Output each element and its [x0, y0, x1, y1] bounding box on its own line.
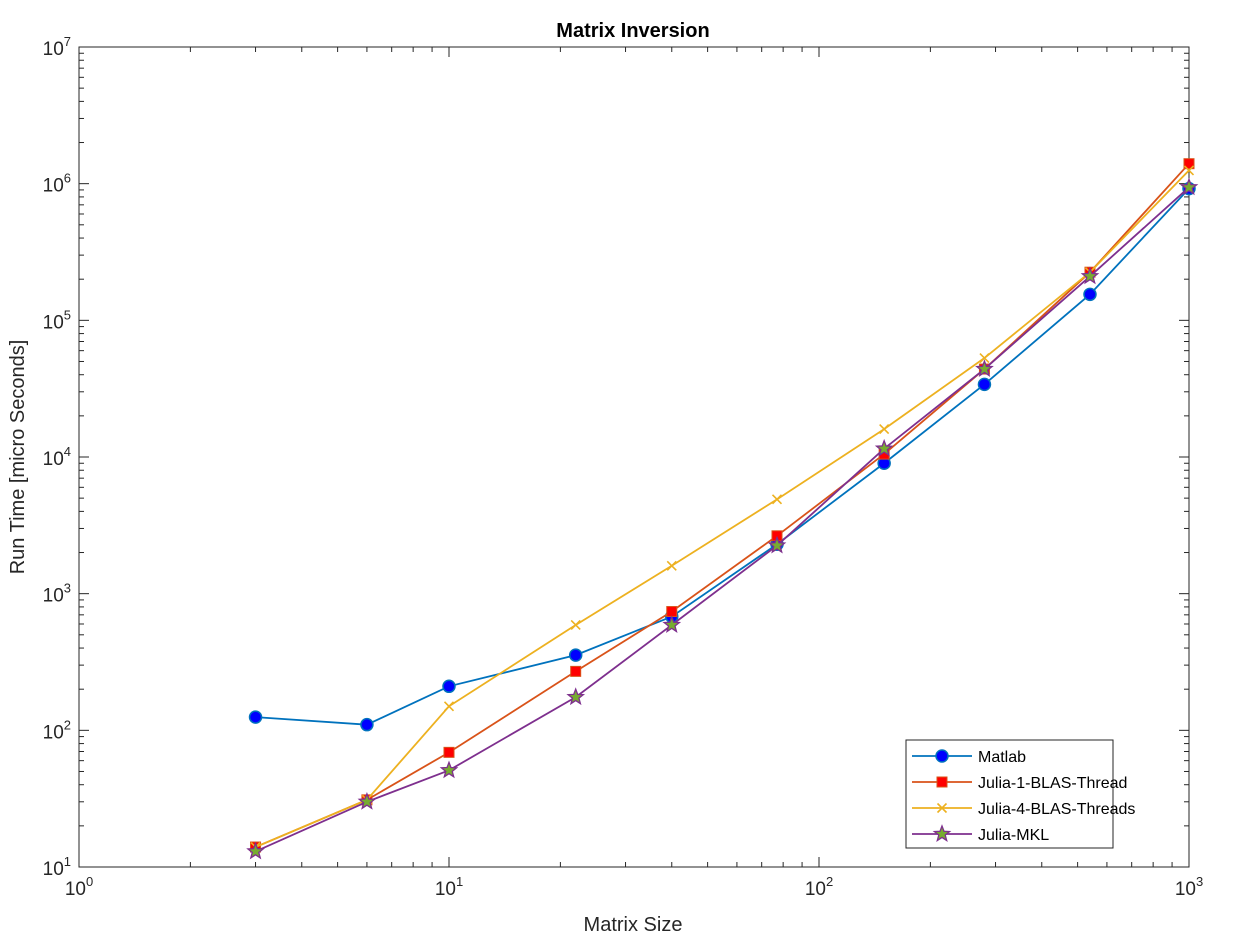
- data-point: [1183, 165, 1195, 176]
- data-point: [248, 710, 263, 724]
- data-point: [767, 535, 787, 554]
- data-point: [1179, 177, 1199, 196]
- data-point: [979, 352, 990, 364]
- data-point: [566, 687, 586, 706]
- legend-item: Matlab: [912, 749, 1026, 766]
- series-line: [255, 163, 1190, 848]
- data-point: [246, 841, 265, 860]
- legend-item: Julia-4-BLAS-Threads: [912, 801, 1135, 818]
- y-tick-label: 104: [43, 444, 71, 470]
- y-tick-label: 101: [43, 854, 71, 880]
- series-line: [255, 186, 1190, 853]
- data-point: [357, 791, 377, 810]
- data-point: [1083, 287, 1097, 302]
- data-point: [360, 717, 374, 732]
- data-point: [879, 424, 890, 435]
- data-point: [568, 648, 583, 662]
- chart-title: Matrix Inversion: [556, 20, 709, 42]
- series-2: [250, 165, 1195, 853]
- series-0: [248, 181, 1196, 732]
- data-point: [1183, 158, 1195, 170]
- series-line: [255, 169, 1190, 848]
- data-point: [439, 760, 459, 779]
- series-layer: [246, 158, 1199, 860]
- y-tick-label: 102: [43, 717, 71, 743]
- data-point: [443, 701, 455, 712]
- legend-item: Julia-MKL: [912, 824, 1049, 844]
- legend-item: Julia-1-BLAS-Thread: [912, 775, 1127, 792]
- series-line: [255, 188, 1190, 726]
- data-point: [975, 359, 994, 378]
- data-point: [443, 746, 455, 758]
- data-point: [570, 619, 581, 631]
- y-tick-label: 107: [43, 34, 71, 60]
- data-point: [1080, 266, 1100, 285]
- legend-swatch-marker: [936, 802, 948, 814]
- data-point: [666, 560, 677, 571]
- y-tick-label: 103: [43, 581, 71, 607]
- data-point: [977, 377, 992, 392]
- legend-swatch-marker: [935, 749, 949, 763]
- legend-swatch-marker: [936, 776, 948, 788]
- data-point: [662, 615, 682, 633]
- data-point: [771, 494, 783, 505]
- legend-label: Julia-MKL: [978, 827, 1049, 844]
- data-point: [874, 438, 894, 457]
- y-axis-label: Run Time [micro Seconds]: [7, 340, 29, 575]
- legend-label: Julia-1-BLAS-Thread: [978, 775, 1127, 792]
- x-tick-label: 100: [65, 874, 93, 900]
- x-axis-label: Matrix Size: [584, 914, 683, 936]
- x-tick-label: 103: [1175, 874, 1203, 900]
- legend-label: Julia-4-BLAS-Threads: [978, 801, 1135, 818]
- series-3: [246, 177, 1199, 860]
- y-tick-label: 105: [43, 307, 71, 333]
- x-tick-label: 102: [805, 874, 833, 900]
- legend: Matlab Julia-1-BLAS-Thread Julia-4-BLAS-Th…: [905, 739, 1135, 849]
- y-tick-label: 106: [43, 171, 71, 197]
- plot-area: [78, 46, 1190, 868]
- data-point: [442, 679, 456, 694]
- data-point: [666, 606, 678, 618]
- legend-label: Matlab: [978, 749, 1026, 766]
- legend-swatch-marker: [932, 824, 952, 842]
- x-tick-label: 101: [435, 874, 463, 900]
- data-point: [570, 665, 582, 677]
